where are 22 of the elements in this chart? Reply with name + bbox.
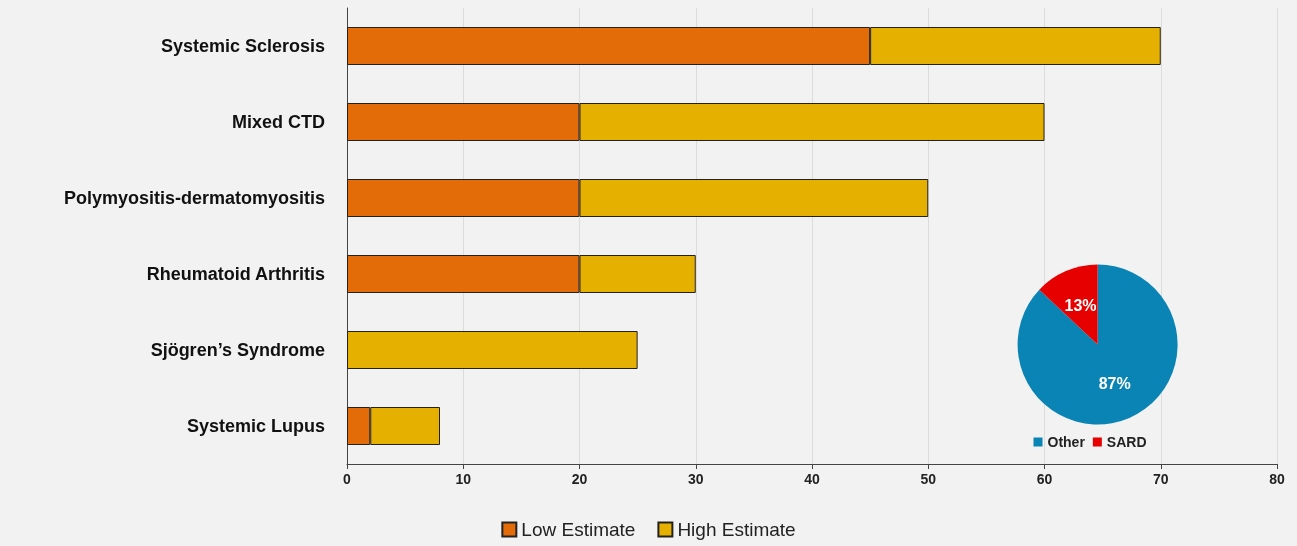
legend-label: Low Estimate bbox=[521, 519, 636, 540]
y-tick-label: Polymyositis-dermatomyositis bbox=[63, 188, 325, 208]
y-tick-label: Systemic Sclerosis bbox=[160, 36, 325, 56]
data-label: 87% bbox=[1098, 375, 1131, 393]
x-tick-label: 70 bbox=[1152, 471, 1169, 487]
legend-label: SARD bbox=[1106, 434, 1147, 450]
x-tick-label: 0 bbox=[343, 471, 352, 487]
y-tick-label: Mixed CTD bbox=[231, 112, 325, 132]
x-tick-label: 40 bbox=[804, 471, 820, 487]
x-tick-label: 80 bbox=[1269, 471, 1285, 487]
x-tick-label: 60 bbox=[1036, 471, 1053, 487]
x-tick-label: 30 bbox=[687, 471, 704, 487]
y-tick-label: Sjögren’s Syndrome bbox=[150, 340, 325, 360]
data-label: 13% bbox=[1064, 296, 1097, 314]
x-tick-label: 20 bbox=[571, 471, 588, 487]
legend-label: High Estimate bbox=[677, 519, 796, 540]
y-tick-label: Systemic Lupus bbox=[186, 416, 325, 436]
x-tick-label: 10 bbox=[455, 471, 472, 487]
y-tick-label: Rheumatoid Arthritis bbox=[146, 264, 325, 284]
bar bbox=[347, 331, 638, 369]
legend-label: Other bbox=[1047, 434, 1086, 450]
x-tick-label: 50 bbox=[920, 471, 937, 487]
